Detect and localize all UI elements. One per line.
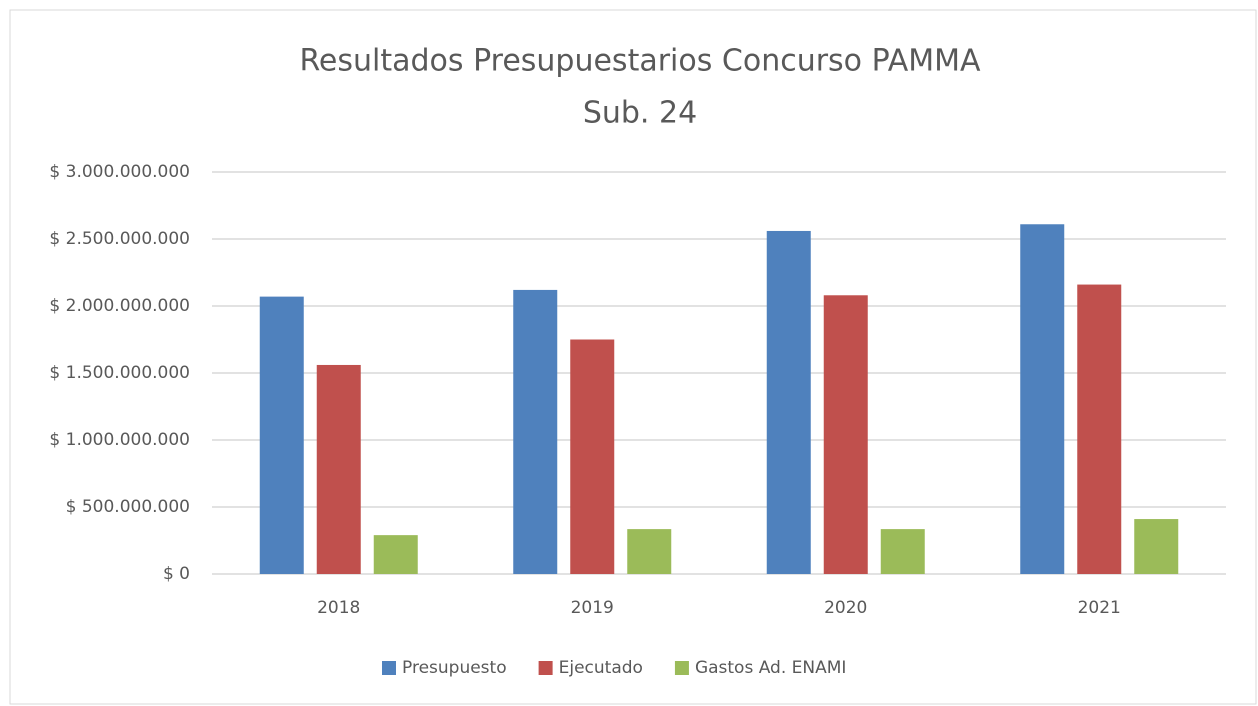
x-tick-label: 2021 xyxy=(1078,598,1121,618)
y-tick-label: $ 0 xyxy=(163,564,190,584)
bar xyxy=(259,296,304,574)
bar xyxy=(513,289,558,574)
y-tick-label: $ 500.000.000 xyxy=(66,497,190,517)
bar xyxy=(316,364,361,574)
legend-swatch xyxy=(382,661,396,675)
chart-title: Resultados Presupuestarios Concurso PAMM… xyxy=(299,44,981,79)
bar xyxy=(1020,224,1065,574)
legend-swatch xyxy=(674,661,689,675)
y-tick-label: $ 1.000.000.000 xyxy=(49,430,190,450)
bar xyxy=(766,230,811,574)
x-tick-label: 2018 xyxy=(317,598,360,618)
bar xyxy=(823,295,868,574)
y-tick-label: $ 1.500.000.000 xyxy=(49,363,190,383)
y-tick-label: $ 2.000.000.000 xyxy=(49,296,190,316)
y-tick-label: $ 3.000.000.000 xyxy=(49,162,190,182)
x-tick-label: 2020 xyxy=(824,598,867,618)
bar xyxy=(1134,519,1179,574)
x-tick-label: 2019 xyxy=(571,598,614,618)
chart-subtitle: Sub. 24 xyxy=(583,96,697,131)
legend-label: Ejecutado xyxy=(559,658,643,678)
chart-frame xyxy=(9,9,1257,705)
bar xyxy=(1077,284,1122,574)
legend-label: Presupuesto xyxy=(402,658,507,678)
y-tick-label: $ 2.500.000.000 xyxy=(49,229,190,249)
bar xyxy=(627,529,672,574)
legend-label: Gastos Ad. ENAMI xyxy=(695,658,846,678)
legend-swatch xyxy=(538,661,553,675)
bar xyxy=(373,535,418,574)
bar xyxy=(880,529,925,574)
bar xyxy=(570,339,615,574)
